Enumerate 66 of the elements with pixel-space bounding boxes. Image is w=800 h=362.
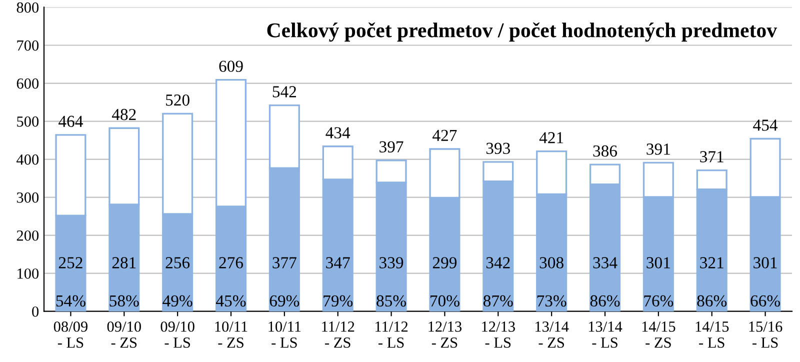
x-tick-label: 09/10 - ZS (107, 321, 141, 348)
data-label: 256 (166, 257, 190, 268)
x-tick-label: 11/12 - LS (376, 322, 408, 348)
y-tick-label: 800 (16, 2, 39, 13)
annotation: 85% (376, 295, 406, 307)
total-label: 482 (112, 108, 136, 120)
data-label: 301 (754, 257, 777, 268)
annotation: 73% (537, 295, 566, 307)
annotation: 87% (484, 295, 513, 307)
text: Celkový počet predmetov / počet hodnotených predmetov (267, 22, 778, 42)
x-tick-label: 14/15 - ZS (642, 322, 676, 348)
total-label: 386 (593, 145, 618, 157)
annotation: 86% (590, 295, 620, 307)
total-label: 371 (700, 151, 724, 162)
x-tick-label: 08/09 - LS (54, 321, 88, 348)
x-tick-label: 12/13 - ZS (428, 322, 462, 348)
annotation: 76% (644, 295, 674, 307)
y-tick-label: 400 (16, 154, 39, 165)
y-tick-label: 700 (17, 40, 39, 51)
annotation: 70% (430, 295, 460, 307)
total-label: 609 (219, 60, 243, 72)
annotation: 49% (162, 295, 192, 307)
total-label: 464 (58, 116, 83, 128)
annotation: 79% (324, 295, 353, 307)
data-label: 276 (219, 257, 244, 268)
data-label: 281 (112, 257, 136, 268)
x-tick-label: 10/11 - ZS (215, 321, 248, 348)
data-label: 334 (593, 257, 618, 268)
data-label: 308 (540, 257, 564, 268)
x-tick-label: 13/14 - ZS (536, 322, 569, 348)
annotation: 69% (270, 295, 300, 307)
x-tick-label: 11/12 - ZS (322, 322, 354, 348)
total-label: 434 (326, 127, 350, 138)
x-tick-label: 15/16 - LS (749, 322, 782, 348)
total-label: 542 (272, 86, 296, 98)
x-tick-label: 10/11 - LS (268, 321, 301, 348)
y-tick-label: 300 (16, 192, 39, 203)
y-tick-label: 100 (18, 268, 39, 279)
data-label: 377 (272, 257, 296, 268)
data-label: 252 (58, 257, 82, 268)
x-tick-label: 12/13 - LS (482, 322, 515, 348)
data-label: 342 (486, 257, 510, 268)
total-label: 454 (753, 120, 778, 131)
data-label: 301 (646, 257, 670, 268)
y-tick-label: 200 (16, 230, 39, 241)
total-label: 393 (486, 142, 510, 154)
data-label: 339 (380, 257, 404, 268)
total-label: 397 (380, 141, 404, 152)
annotation: 86% (697, 295, 727, 307)
y-tick-label: 0 (32, 306, 39, 317)
y-tick-label: 600 (16, 78, 39, 89)
data-label: 299 (432, 257, 457, 268)
data-label: 321 (700, 257, 724, 268)
annotation: 54% (56, 295, 86, 307)
total-label: 391 (646, 144, 670, 155)
annotation: 45% (216, 295, 246, 307)
x-tick-label: 09/10 - LS (160, 321, 194, 348)
total-label: 520 (166, 94, 190, 106)
y-tick-label: 500 (17, 116, 39, 127)
total-label: 427 (432, 130, 457, 141)
x-tick-label: 14/15 - LS (696, 322, 729, 348)
x-tick-label: 13/14 - LS (588, 322, 622, 348)
annotation: 66% (750, 295, 780, 307)
total-label: 421 (539, 132, 564, 144)
annotation: 58% (110, 295, 139, 307)
data-label: 347 (326, 257, 350, 268)
